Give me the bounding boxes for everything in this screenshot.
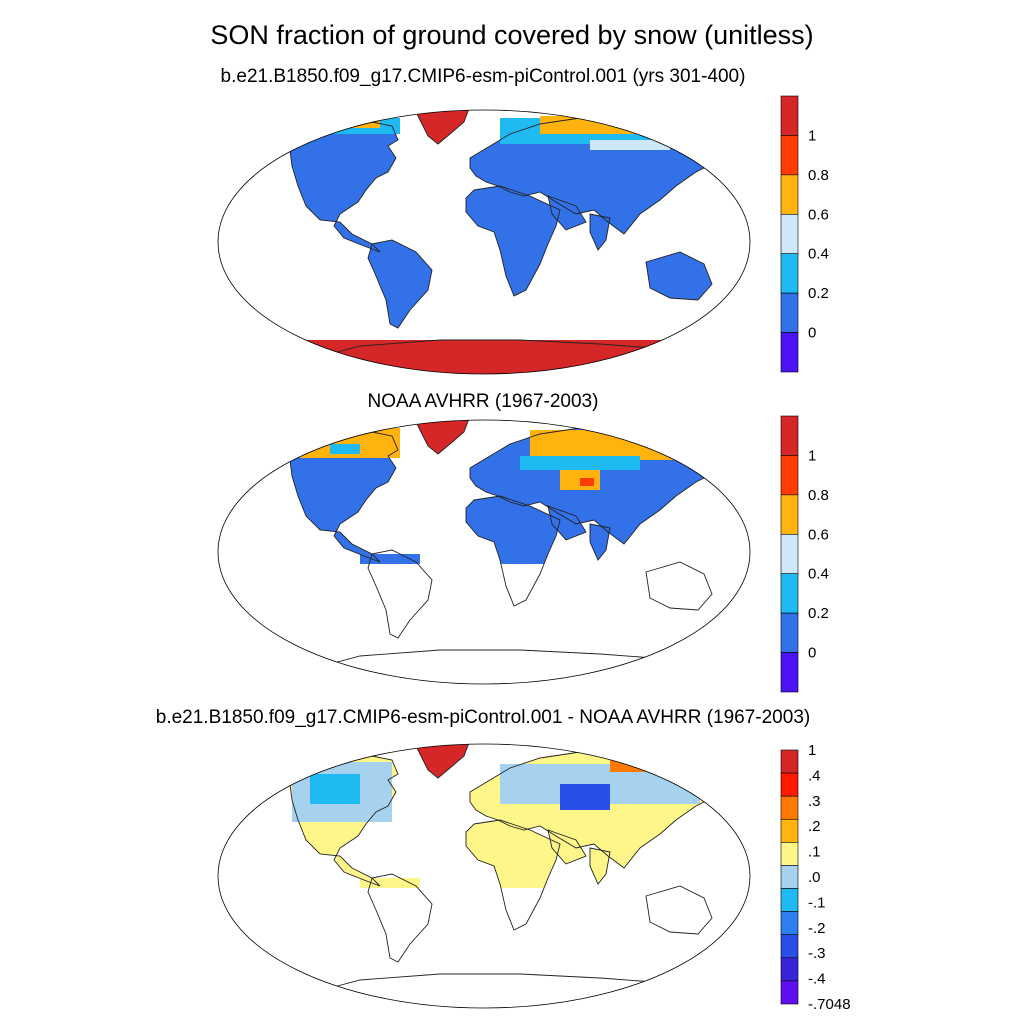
map-panel-1 xyxy=(217,109,751,375)
colorbar-box xyxy=(780,455,799,496)
colorbar-tick-label: -.7048 xyxy=(808,996,851,1013)
colorbar-box xyxy=(780,494,799,535)
colorbar-box xyxy=(780,772,799,797)
colorbar-panel-1: 1 0.8 0.6 0.4 0.2 0 xyxy=(780,95,829,373)
panel-3-title: b.e21.B1850.f09_g17.CMIP6-esm-piControl.… xyxy=(155,707,811,728)
colorbar-box xyxy=(780,174,799,215)
colorbar-box xyxy=(780,888,799,912)
colorbar-box xyxy=(780,415,799,456)
colorbar-box xyxy=(780,934,799,959)
colorbar-box xyxy=(780,332,799,373)
colorbar-box xyxy=(780,95,799,136)
colorbar-box xyxy=(780,980,799,1005)
panel-2-title: NOAA AVHRR (1967-2003) xyxy=(367,391,599,412)
panel-1-title: b.e21.B1850.f09_g17.CMIP6-esm-piControl.… xyxy=(220,66,746,87)
colorbar-box xyxy=(780,749,799,774)
colorbar-tick-label: 0.2 xyxy=(808,285,829,302)
colorbar-tick-label: 0.8 xyxy=(808,487,829,504)
colorbar-tick-label: .2 xyxy=(808,818,821,835)
colorbar-box xyxy=(780,911,799,936)
colorbar-box xyxy=(780,573,799,614)
colorbar-box xyxy=(780,612,799,653)
colorbar-tick-label: 0 xyxy=(808,325,816,342)
figure-title: SON fraction of ground covered by snow (… xyxy=(210,20,814,50)
colorbar-tick-label: .1 xyxy=(808,844,821,861)
map-panel-2 xyxy=(217,419,751,685)
colorbar-tick-label: 1 xyxy=(808,447,816,464)
colorbar-tick-label: .4 xyxy=(808,767,821,784)
colorbar-tick-label: -.2 xyxy=(808,920,826,937)
colorbar-tick-label: 0.4 xyxy=(808,566,829,583)
map-panel-3 xyxy=(217,743,751,1009)
colorbar-box xyxy=(780,818,799,843)
colorbar-tick-label: 1 xyxy=(808,127,816,144)
colorbar-tick-label: 0 xyxy=(808,645,816,662)
colorbar-box xyxy=(780,652,799,693)
colorbar-tick-label: -.3 xyxy=(808,945,826,962)
colorbar-box xyxy=(780,253,799,294)
colorbar-box xyxy=(780,842,799,866)
colorbar-box xyxy=(780,213,799,255)
colorbar-panel-2: 1 0.8 0.6 0.4 0.2 0 xyxy=(780,415,829,693)
colorbar-box xyxy=(780,795,799,820)
colorbar-tick-label: .3 xyxy=(808,793,821,810)
colorbar-tick-label: -.1 xyxy=(808,894,826,911)
colorbar-tick-label: 1 xyxy=(808,742,816,759)
colorbar-box xyxy=(780,533,799,575)
colorbar-tick-label: 0.8 xyxy=(808,167,829,184)
colorbar-tick-label: .0 xyxy=(808,869,821,886)
colorbar-box xyxy=(780,957,799,982)
colorbar-box xyxy=(780,135,799,176)
colorbar-box xyxy=(780,292,799,333)
colorbar-tick-label: -.4 xyxy=(808,971,826,988)
colorbar-tick-label: 0.2 xyxy=(808,605,829,622)
colorbar-tick-label: 0.6 xyxy=(808,526,829,543)
colorbar-box xyxy=(780,865,799,889)
colorbar-panel-3: 1 .4 .3 .2 .1 .0 -.1 -.2 -.3 -.4 -.7048 xyxy=(780,742,851,1013)
colorbar-tick-label: 0.4 xyxy=(808,246,829,263)
colorbar-tick-label: 0.6 xyxy=(808,206,829,223)
